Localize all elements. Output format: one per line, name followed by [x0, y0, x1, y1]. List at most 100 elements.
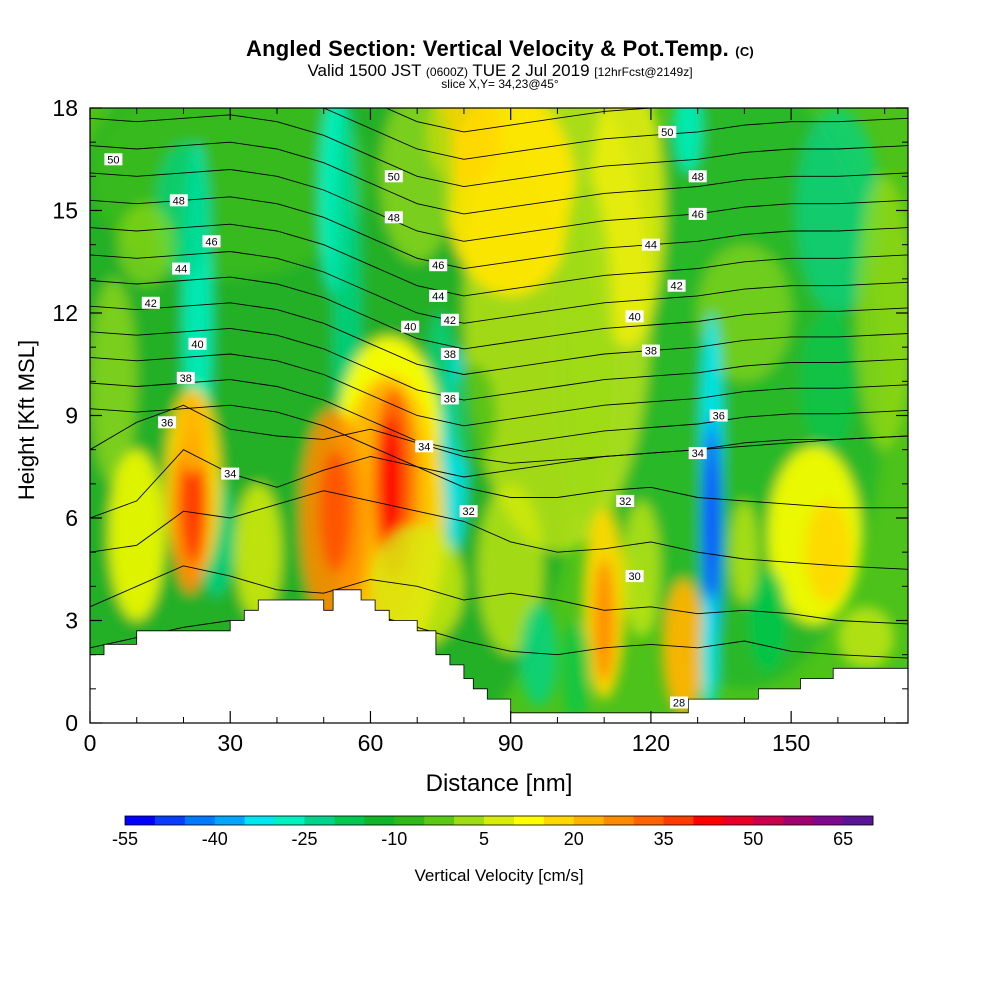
theta-contour	[90, 404, 908, 478]
contour-label-bg	[625, 570, 644, 583]
x-axis-label: Distance [nm]	[426, 770, 573, 797]
chart-title-text: Angled Section: Vertical Velocity & Pot.…	[246, 36, 729, 61]
contour-label-text: 38	[180, 373, 192, 385]
terrain-mask	[90, 589, 908, 723]
contour-label-text: 48	[692, 171, 704, 183]
colorbar-tick-label: -10	[381, 829, 407, 849]
contour-label-bg	[188, 337, 207, 350]
contour-label: 32	[459, 505, 478, 518]
contour-label: 50	[384, 170, 403, 183]
contour-label-text: 40	[191, 339, 203, 351]
colorbar: -55 -40 -25 -10 5 20 35 50 65	[112, 815, 874, 849]
colorbar-swatch	[125, 816, 156, 825]
x-tick-label: 30	[217, 730, 243, 756]
contour-label-bg	[440, 392, 459, 405]
contour-label: 38	[440, 348, 459, 361]
y-tick-label: 9	[65, 403, 78, 429]
contour-label-bg	[202, 235, 221, 248]
contour-label-text: 40	[628, 311, 640, 323]
velocity-anomaly	[622, 500, 661, 638]
contour-label-text: 44	[432, 291, 444, 303]
contour-label-text: 42	[444, 315, 456, 327]
contour-label: 44	[641, 238, 660, 252]
contour-label-text: 40	[404, 322, 416, 334]
contour-label-text: 50	[107, 154, 119, 166]
velocity-anomaly	[234, 483, 282, 621]
velocity-anomaly	[697, 244, 792, 382]
colorbar-tick-label: 50	[743, 829, 763, 849]
contour-label-bg	[688, 170, 707, 183]
contour-label: 34	[415, 440, 434, 453]
contour-label-bg	[688, 447, 707, 460]
colorbar-swatch	[274, 816, 305, 825]
colorbar-swatch	[364, 816, 395, 825]
velocity-anomaly	[477, 483, 544, 655]
contour-label-text: 50	[661, 127, 673, 139]
chart-title: Angled Section: Vertical Velocity & Pot.…	[0, 36, 1000, 62]
contour-label-bg	[667, 279, 686, 292]
contour-label-text: 46	[205, 236, 217, 248]
contour-label-bg	[440, 313, 459, 326]
contour-label-bg	[221, 467, 240, 480]
colorbar-swatch	[214, 816, 246, 825]
contour-label-bg	[658, 125, 677, 138]
contour-label: 50	[658, 125, 677, 139]
contour-label-text: 28	[673, 698, 685, 710]
contour-label-bg	[670, 696, 688, 709]
velocity-anomaly	[90, 278, 137, 484]
contour-label: 34	[221, 467, 240, 481]
theta-contour	[90, 379, 908, 452]
contour-label-text: 36	[713, 411, 725, 423]
contour-label-bg	[384, 170, 403, 183]
colorbar-swatch	[693, 816, 724, 825]
contour-label: 30	[625, 570, 644, 583]
theta-contour	[90, 404, 908, 464]
colorbar-swatch	[663, 816, 694, 825]
colorbar-swatch	[184, 816, 216, 825]
colorbar-swatch	[753, 816, 784, 825]
contour-label-text: 46	[432, 260, 444, 272]
contour-label-text: 36	[444, 393, 456, 405]
y-axis-label: Height [Kft MSL]	[14, 340, 39, 500]
contour-label-bg	[384, 211, 403, 224]
velocity-anomaly	[557, 176, 614, 519]
contour-label: 34	[688, 447, 707, 460]
contour-label-text: 44	[645, 240, 657, 252]
contour-label: 46	[202, 235, 221, 248]
y-tick-label: 0	[65, 710, 78, 736]
theta-contour	[90, 302, 908, 375]
contour-label-text: 34	[418, 441, 430, 453]
colorbar-tick-label: 20	[564, 829, 584, 849]
contour-label: 36	[709, 409, 728, 423]
colorbar-swatch	[424, 816, 455, 825]
theta-contour	[322, 108, 908, 160]
velocity-anomaly	[730, 500, 759, 604]
subtitle-forecast: [12hrFcst@2149z]	[594, 65, 693, 79]
contour-label-text: 30	[628, 571, 640, 583]
colorbar-swatch	[573, 816, 605, 825]
colorbar-swatch	[394, 816, 425, 825]
contour-label-text: 46	[692, 209, 704, 221]
velocity-anomaly	[662, 579, 705, 717]
contour-label: 32	[616, 494, 635, 508]
contour-label-bg	[440, 348, 459, 360]
subtitle-utc-time: (0600Z)	[425, 65, 468, 79]
subtitle-valid-time: Valid 1500 JST	[307, 61, 422, 80]
colorbar-frame	[124, 815, 874, 826]
velocity-anomaly	[319, 449, 352, 573]
contour-label-bg	[141, 296, 160, 309]
contour-label-bg	[429, 259, 448, 272]
theta-contour	[90, 169, 908, 242]
contour-label: 42	[141, 296, 160, 310]
velocity-anomaly	[562, 620, 591, 723]
contour-label: 36	[158, 416, 177, 429]
velocity-anomaly	[520, 603, 558, 706]
colorbar-swatch	[154, 816, 186, 825]
contour-label: 48	[384, 211, 403, 224]
contour-label: 44	[429, 289, 448, 303]
colorbar-tick-label: 35	[654, 829, 674, 849]
y-tick-label: 15	[52, 198, 78, 224]
contour-label-bg	[104, 153, 123, 166]
velocity-anomaly	[705, 429, 719, 607]
